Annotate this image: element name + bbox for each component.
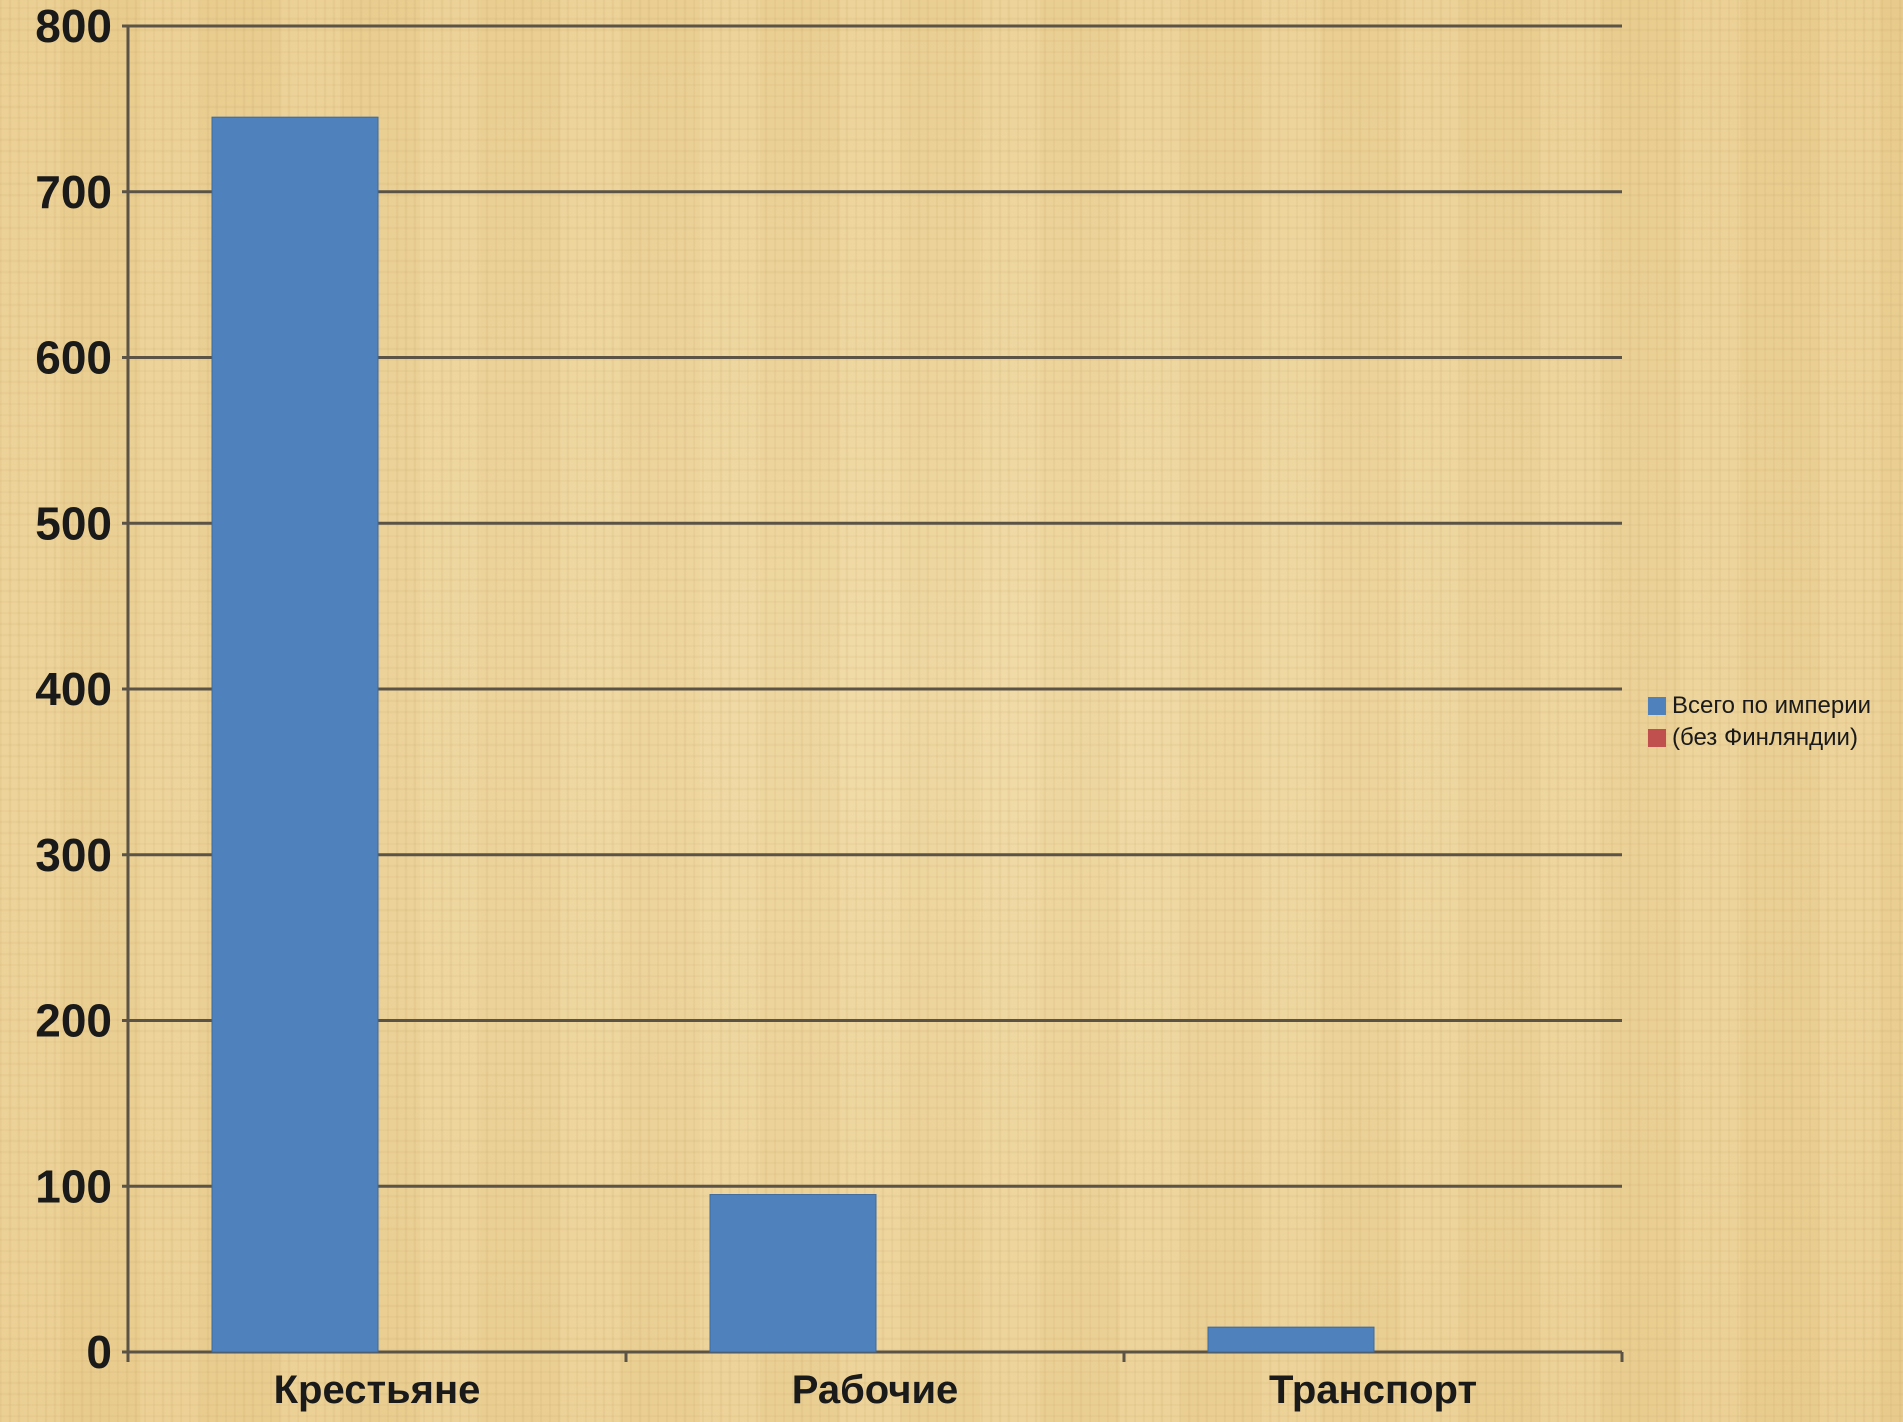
legend-label-0: Всего по империи [1672,692,1872,719]
x-tick-label: Транспорт [1269,1368,1477,1412]
y-tick-label: 200 [35,995,112,1047]
legend-swatch-1 [1648,729,1666,747]
bar-Крестьяне [211,116,379,1353]
y-tick-label: 0 [86,1326,112,1378]
x-tick-label: Крестьяне [274,1368,481,1412]
bars [211,116,1375,1353]
x-tick-label: Рабочие [792,1368,959,1412]
y-tick-label: 100 [35,1160,112,1212]
legend-swatch-0 [1648,697,1666,715]
y-tick-label: 600 [35,332,112,384]
legend-label-1: (без Финляндии) [1672,724,1858,751]
axis-labels: 0 100 200 300 400 500 600 700 800 Крестьяне Рабочи… [35,0,1477,1412]
legend-item-1: (без Финляндии) [1648,722,1871,754]
y-tick-label: 300 [35,829,112,881]
legend: Всего по империи (без Финляндии) [1648,690,1871,754]
y-tick-label: 400 [35,663,112,715]
y-tick-label: 700 [35,166,112,218]
y-tick-label: 500 [35,497,112,549]
bar-Рабочие [709,1194,877,1353]
bar-Транспорт [1207,1326,1375,1353]
y-tick-label: 800 [35,0,112,52]
legend-item-0: Всего по империи [1648,690,1871,722]
